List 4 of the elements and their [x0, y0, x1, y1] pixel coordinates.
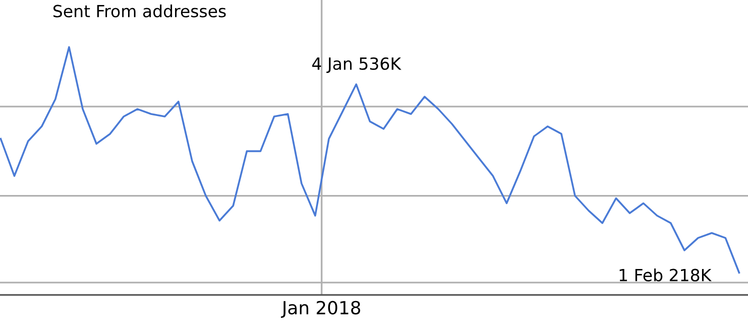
annotation: 4 Jan 536K	[312, 57, 402, 74]
text: Jan 2018	[280, 300, 360, 318]
chart-title: Sent From addresses	[53, 4, 226, 18]
annotation: 1 Feb 218K	[620, 268, 712, 282]
